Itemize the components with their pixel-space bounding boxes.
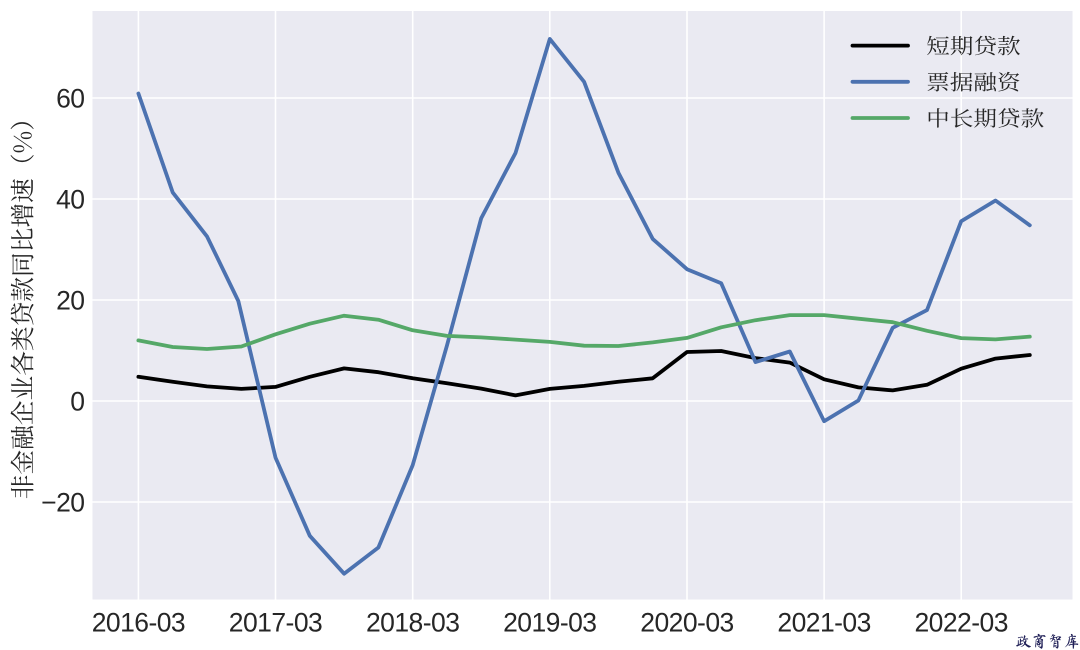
svg-text:2018-03: 2018-03 — [366, 607, 459, 637]
svg-text:−20: −20 — [41, 488, 84, 518]
svg-text:2019-03: 2019-03 — [503, 607, 596, 637]
svg-text:2022-03: 2022-03 — [914, 607, 1007, 637]
svg-text:2020-03: 2020-03 — [640, 607, 733, 637]
svg-text:40: 40 — [56, 185, 84, 215]
svg-text:2021-03: 2021-03 — [777, 607, 870, 637]
svg-text:0: 0 — [70, 387, 84, 417]
svg-text:60: 60 — [56, 84, 84, 114]
svg-text:2016-03: 2016-03 — [92, 607, 185, 637]
svg-text:2017-03: 2017-03 — [229, 607, 322, 637]
svg-text:20: 20 — [56, 286, 84, 316]
